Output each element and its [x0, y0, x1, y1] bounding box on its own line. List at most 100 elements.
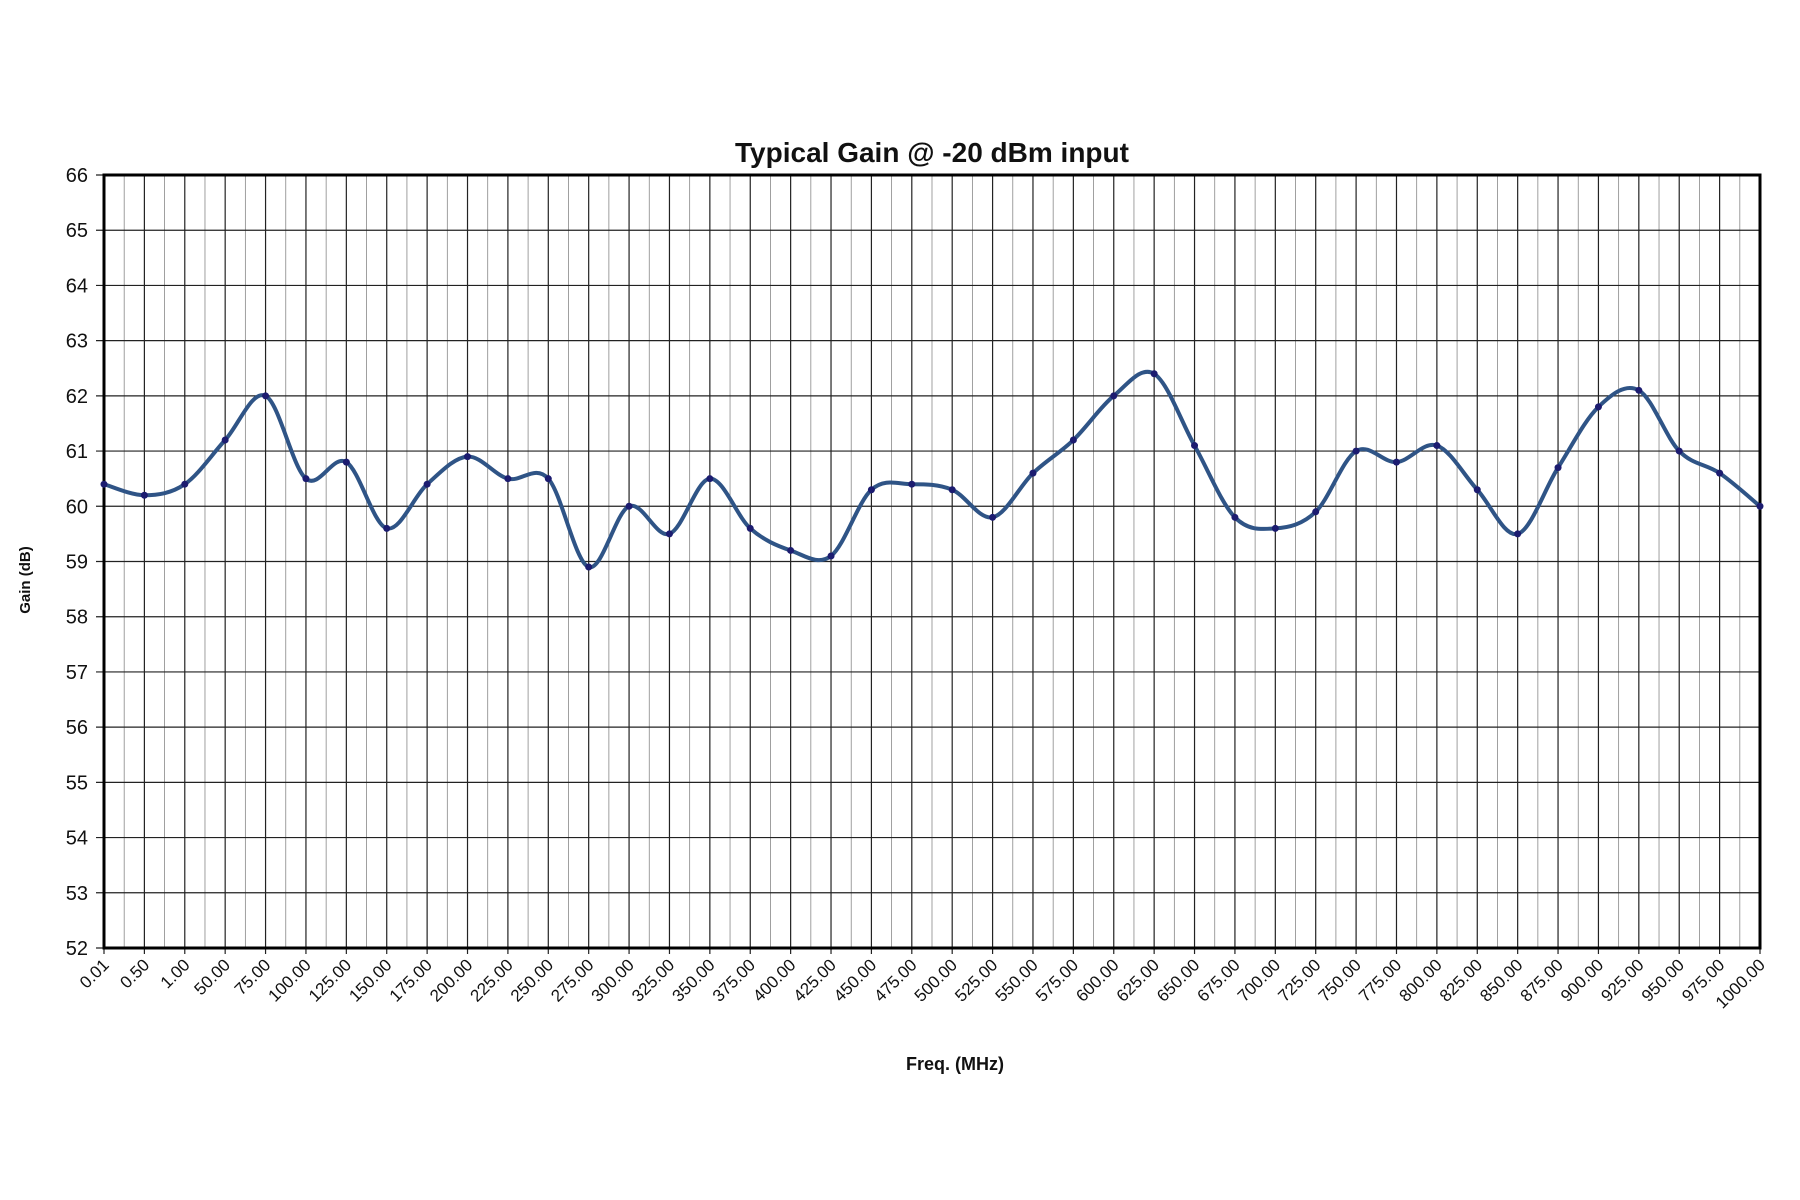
data-point	[423, 480, 431, 488]
x-tick-label: 300.00	[588, 955, 638, 1005]
data-point	[1069, 436, 1077, 444]
x-tick-label: 475.00	[870, 955, 920, 1005]
plot-frame	[102, 173, 1762, 950]
data-point	[1554, 464, 1562, 472]
data-point	[302, 475, 310, 483]
data-point	[746, 524, 754, 532]
data-point	[464, 453, 472, 461]
data-point	[100, 480, 108, 488]
x-tick-label: 0.01	[76, 955, 113, 992]
x-tick-label: 125.00	[305, 955, 355, 1005]
y-tick-label: 55	[66, 772, 88, 794]
x-tick-label: 325.00	[628, 955, 678, 1005]
data-point	[1191, 442, 1199, 450]
y-tick-label: 63	[66, 331, 88, 353]
x-tick-label: 950.00	[1638, 955, 1688, 1005]
data-point	[181, 480, 189, 488]
data-point	[1150, 370, 1158, 378]
data-point	[383, 524, 391, 532]
data-point	[1271, 524, 1279, 532]
y-tick-label: 66	[66, 165, 88, 187]
data-point	[1433, 442, 1441, 450]
data-point	[867, 486, 875, 494]
y-tick-label: 59	[66, 552, 88, 574]
x-tick-label: 700.00	[1234, 955, 1284, 1005]
data-point	[1756, 502, 1764, 510]
x-tick-label: 200.00	[426, 955, 476, 1005]
data-point	[706, 475, 714, 483]
x-tick-label: 425.00	[790, 955, 840, 1005]
data-point	[1716, 469, 1724, 477]
y-tick-label: 60	[66, 496, 88, 518]
x-tick-label: 50.00	[190, 955, 234, 999]
y-tick-label: 65	[66, 220, 88, 242]
x-tick-label: 100.00	[265, 955, 315, 1005]
y-axis-label: Gain (dB)	[17, 546, 34, 614]
y-tick-label: 61	[66, 441, 88, 463]
y-tick-label: 57	[66, 662, 88, 684]
data-point	[585, 563, 593, 571]
data-point	[1029, 469, 1037, 477]
x-tick-label: 900.00	[1557, 955, 1607, 1005]
data-point	[1110, 392, 1118, 400]
data-point	[1594, 403, 1602, 411]
y-tick-label: 56	[66, 717, 88, 739]
x-tick-label: 575.00	[1032, 955, 1082, 1005]
x-tick-label: 750.00	[1315, 955, 1365, 1005]
data-point	[908, 480, 916, 488]
y-tick-label: 64	[66, 275, 88, 297]
x-tick-label: 800.00	[1396, 955, 1446, 1005]
y-tick-label: 58	[66, 607, 88, 629]
x-tick-label: 600.00	[1072, 955, 1122, 1005]
data-point	[827, 552, 835, 560]
x-tick-label: 500.00	[911, 955, 961, 1005]
y-tick-label: 54	[66, 828, 88, 850]
x-tick-label: 175.00	[386, 955, 436, 1005]
x-tick-label: 925.00	[1597, 955, 1647, 1005]
data-point	[544, 475, 552, 483]
data-point	[342, 458, 350, 466]
data-point	[1514, 530, 1522, 538]
data-point	[948, 486, 956, 494]
x-tick-label: 1.00	[157, 955, 194, 992]
data-point	[989, 513, 997, 521]
x-tick-label: 675.00	[1194, 955, 1244, 1005]
data-point	[1473, 486, 1481, 494]
x-tick-label: 225.00	[467, 955, 517, 1005]
x-tick-label: 625.00	[1113, 955, 1163, 1005]
data-point	[221, 436, 229, 444]
y-tick-label: 53	[66, 883, 88, 905]
x-tick-label: 850.00	[1476, 955, 1526, 1005]
data-point	[1312, 508, 1320, 516]
data-point	[1635, 386, 1643, 394]
x-tick-label: 825.00	[1436, 955, 1486, 1005]
x-tick-label: 775.00	[1355, 955, 1405, 1005]
data-point	[140, 491, 148, 499]
x-tick-label: 150.00	[345, 955, 395, 1005]
x-tick-label: 375.00	[709, 955, 759, 1005]
data-point	[1352, 447, 1360, 455]
data-point	[1392, 458, 1400, 466]
x-tick-label: 525.00	[951, 955, 1001, 1005]
data-point	[504, 475, 512, 483]
x-tick-label: 400.00	[749, 955, 799, 1005]
x-tick-label: 550.00	[992, 955, 1042, 1005]
x-tick-label: 725.00	[1274, 955, 1324, 1005]
x-tick-label: 875.00	[1517, 955, 1567, 1005]
y-tick-label: 52	[66, 938, 88, 960]
x-tick-label: 450.00	[830, 955, 880, 1005]
data-point	[665, 530, 673, 538]
data-point	[1675, 447, 1683, 455]
x-tick-label: 250.00	[507, 955, 557, 1005]
data-point	[262, 392, 270, 400]
x-tick-label: 350.00	[668, 955, 718, 1005]
x-tick-label: 275.00	[547, 955, 597, 1005]
x-tick-label: 0.50	[116, 955, 153, 992]
data-point	[625, 502, 633, 510]
chart-title: Typical Gain @ -20 dBm input	[735, 137, 1129, 168]
data-point	[787, 546, 795, 554]
data-point	[1231, 513, 1239, 521]
x-tick-label: 650.00	[1153, 955, 1203, 1005]
